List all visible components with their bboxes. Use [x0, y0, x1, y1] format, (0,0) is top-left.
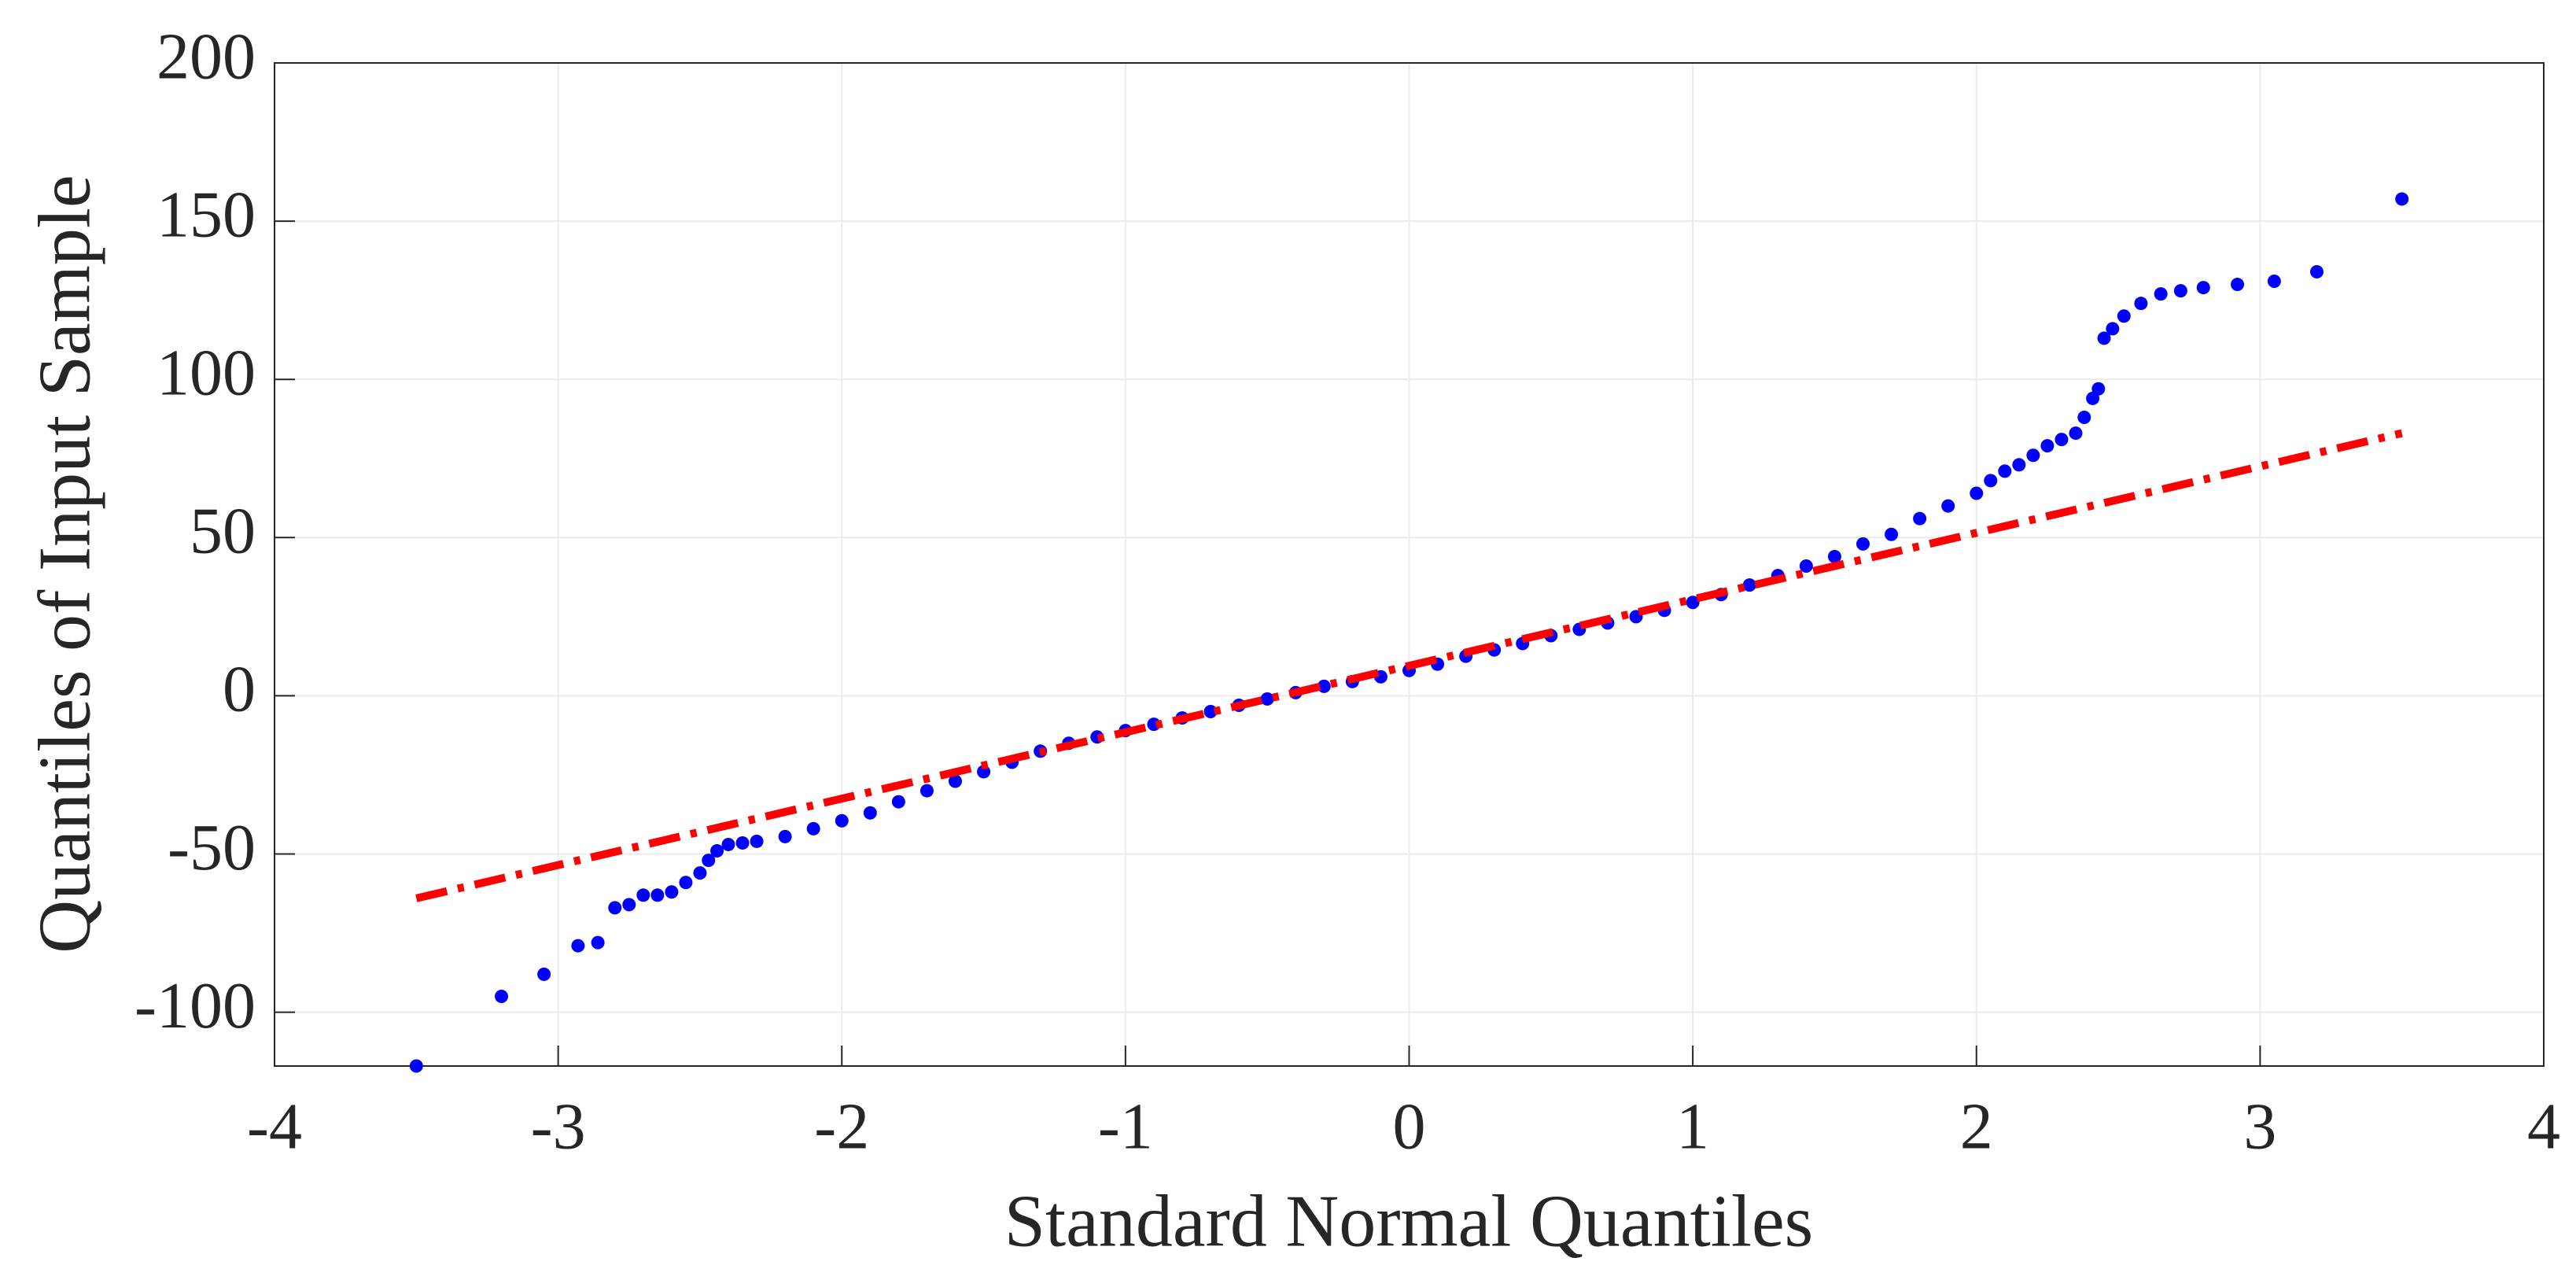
y-tick-label: 0 [223, 653, 256, 726]
data-point [891, 795, 905, 809]
data-point [1827, 549, 1841, 563]
x-tick-label: 0 [1393, 1090, 1426, 1163]
data-point [1998, 464, 2012, 478]
data-point [665, 885, 679, 899]
data-point [1885, 527, 1899, 541]
data-point [608, 901, 622, 915]
data-point [835, 813, 849, 828]
x-axis-label: Standard Normal Quantiles [1004, 1181, 1814, 1263]
x-tick-label: 3 [2243, 1090, 2276, 1163]
data-point [591, 935, 605, 950]
data-point [2117, 309, 2131, 323]
x-tick-label: -1 [1098, 1090, 1153, 1163]
x-tick-label: -2 [814, 1090, 869, 1163]
data-point [2055, 433, 2069, 447]
y-tick-label: 150 [157, 178, 256, 251]
data-point [409, 1059, 423, 1073]
y-tick-label: 200 [157, 20, 256, 93]
data-point [2310, 264, 2324, 279]
data-point [735, 836, 750, 850]
data-point [806, 821, 820, 836]
data-point [2134, 297, 2148, 311]
data-point [622, 898, 636, 912]
data-point [1941, 499, 1955, 513]
data-point [693, 866, 707, 880]
y-tick-label: 50 [190, 495, 256, 568]
data-point [2097, 331, 2111, 345]
data-point [571, 939, 585, 953]
y-tick-label: -100 [135, 969, 256, 1042]
data-point [2395, 192, 2409, 206]
data-point [1913, 511, 1927, 526]
data-point [2077, 410, 2091, 424]
data-point [2040, 439, 2055, 453]
x-tick-label: 4 [2527, 1090, 2560, 1163]
y-axis-label: Quantiles of Input Sample [24, 175, 106, 953]
data-point [750, 834, 764, 848]
data-point [2154, 287, 2168, 301]
data-point [1984, 474, 1998, 488]
plot-frame [274, 62, 2545, 1067]
data-point [2026, 448, 2040, 463]
data-point [2196, 281, 2210, 295]
data-point [2231, 278, 2245, 292]
y-tick-label: -50 [168, 811, 256, 884]
y-tick-label: 100 [157, 336, 256, 409]
data-point [863, 806, 877, 820]
data-point [710, 843, 724, 858]
data-point [702, 854, 716, 868]
data-point [1686, 596, 1700, 610]
data-point [2173, 284, 2187, 298]
data-point [2091, 382, 2106, 396]
data-point [495, 990, 508, 1004]
reference-line [415, 429, 2403, 902]
data-point [949, 774, 962, 788]
data-point [1742, 578, 1756, 592]
data-point [2012, 458, 2026, 472]
data-point [1799, 559, 1813, 574]
data-point [2069, 426, 2083, 441]
x-tick-label: -4 [247, 1090, 302, 1163]
data-point [679, 876, 693, 890]
data-point [2106, 322, 2120, 336]
data-point [778, 829, 792, 843]
data-point [1856, 537, 1870, 551]
x-tick-label: 1 [1676, 1090, 1709, 1163]
data-point [1970, 486, 1984, 500]
data-point [721, 837, 735, 851]
data-point [919, 784, 934, 798]
data-point [2267, 275, 2281, 289]
data-point [650, 888, 665, 902]
x-tick-label: 2 [1960, 1090, 1993, 1163]
data-point [537, 967, 551, 981]
data-point [636, 888, 650, 902]
data-point [1260, 692, 1274, 706]
x-tick-label: -3 [531, 1090, 586, 1163]
